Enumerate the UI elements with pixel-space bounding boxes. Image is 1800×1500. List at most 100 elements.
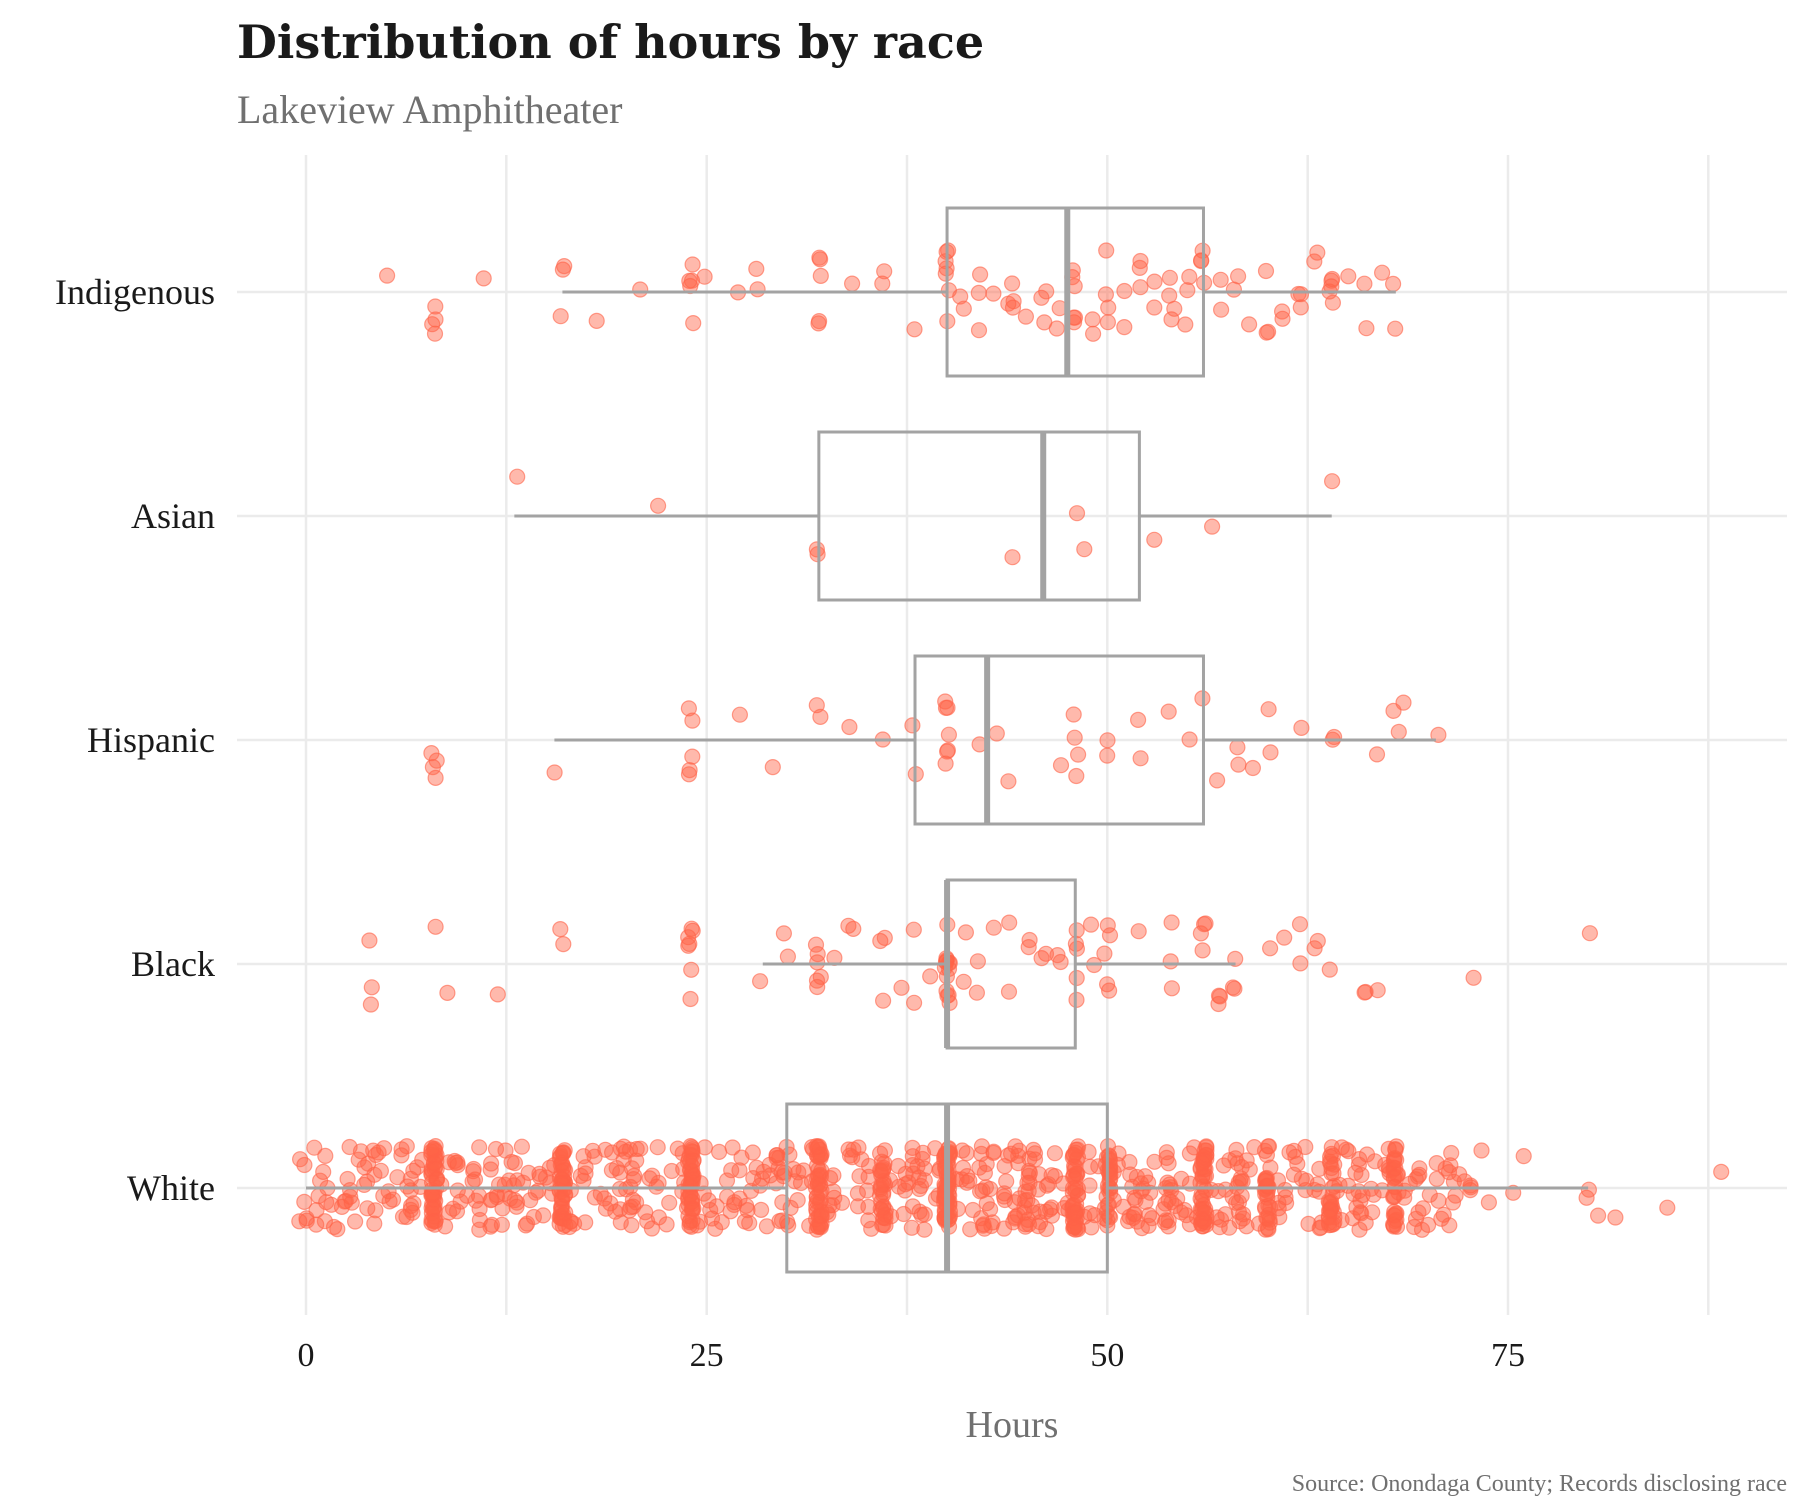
point-white-900 [1224, 1189, 1241, 1206]
point-asian-7 [1146, 531, 1163, 548]
point-white-948 [1269, 1172, 1287, 1189]
point-white-349 [713, 1213, 730, 1231]
point-white-999 [1320, 1209, 1338, 1226]
point-white-606 [954, 1142, 971, 1159]
point-indigenous-75 [1181, 268, 1198, 285]
point-white-2 [296, 1193, 313, 1211]
x-tick-label-3: 75 [1491, 1337, 1525, 1374]
point-black-15 [751, 973, 769, 990]
point-white-738 [1081, 1177, 1098, 1194]
point-black-69 [1098, 976, 1116, 993]
point-indigenous-12 [681, 272, 698, 289]
point-black-73 [1130, 923, 1147, 940]
point-white-675 [1026, 1145, 1044, 1162]
point-white-274 [649, 1139, 666, 1156]
point-indigenous-106 [1384, 275, 1402, 292]
point-black-51 [968, 984, 986, 1001]
point-white-365 [744, 1144, 761, 1161]
point-black-21 [809, 978, 826, 996]
point-white-1021 [1347, 1164, 1364, 1181]
point-white-230 [562, 1213, 579, 1231]
point-white-533 [916, 1172, 933, 1189]
point-black-66 [1082, 916, 1100, 933]
category-label-hispanic: Hispanic [87, 720, 215, 760]
point-black-52 [985, 919, 1002, 936]
point-black-89 [1292, 955, 1309, 972]
point-white-600 [949, 1200, 966, 1218]
point-white-34 [367, 1146, 384, 1164]
point-white-880 [1208, 1209, 1225, 1226]
points-layer [291, 242, 1730, 1238]
point-white-318 [683, 1157, 701, 1175]
point-hispanic-33 [1099, 747, 1116, 764]
point-black-93 [1321, 961, 1338, 978]
point-indigenous-68 [1132, 279, 1149, 296]
point-white-794 [1122, 1166, 1139, 1183]
point-hispanic-31 [1066, 729, 1083, 746]
point-black-20 [809, 954, 826, 971]
point-white-62 [405, 1162, 422, 1179]
point-white-269 [626, 1167, 643, 1184]
point-white-1071 [1396, 1189, 1413, 1206]
point-black-23 [809, 945, 826, 963]
point-white-139 [482, 1161, 499, 1178]
point-white-31 [342, 1181, 359, 1199]
x-tick-label-0: 0 [298, 1337, 315, 1374]
point-white-364 [752, 1201, 770, 1219]
point-indigenous-77 [1177, 316, 1194, 333]
point-white-175 [531, 1165, 548, 1183]
point-black-14 [682, 990, 699, 1008]
point-white-167 [517, 1217, 534, 1234]
point-white-943 [1257, 1221, 1274, 1238]
box-indigenous [945, 206, 1205, 378]
point-white-268 [624, 1191, 642, 1208]
point-white-1086 [1440, 1163, 1458, 1181]
point-indigenous-1 [426, 325, 444, 342]
point-white-284 [658, 1216, 675, 1233]
point-white-444 [813, 1182, 830, 1199]
point-asian-5 [1068, 505, 1086, 522]
point-hispanic-10 [731, 706, 749, 723]
point-white-334 [684, 1200, 701, 1217]
point-white-46 [384, 1191, 402, 1208]
point-white-11 [317, 1147, 334, 1165]
point-white-106 [425, 1141, 443, 1159]
point-hispanic-48 [1325, 728, 1343, 746]
point-white-54 [393, 1147, 410, 1164]
point-white-117 [437, 1218, 454, 1235]
point-white-685 [1043, 1167, 1060, 1184]
category-label-white: White [127, 1168, 215, 1208]
point-white-886 [1203, 1181, 1220, 1199]
point-white-743 [1081, 1205, 1098, 1222]
point-hispanic-34 [1099, 732, 1116, 749]
point-white-1072 [1414, 1200, 1432, 1217]
point-indigenous-88 [1257, 262, 1275, 280]
point-black-90 [1291, 916, 1309, 933]
point-asian-6 [1076, 541, 1093, 558]
point-black-12 [680, 937, 697, 954]
point-white-391 [768, 1149, 785, 1167]
point-white-455 [818, 1204, 836, 1221]
point-indigenous-61 [1098, 242, 1115, 259]
point-indigenous-86 [1240, 316, 1258, 333]
point-white-38 [366, 1215, 383, 1232]
point-white-679 [1030, 1217, 1047, 1235]
point-white-798 [1137, 1168, 1154, 1185]
category-label-indigenous: Indigenous [55, 272, 215, 312]
point-black-6 [555, 935, 572, 953]
point-black-31 [905, 994, 923, 1011]
point-white-29 [352, 1143, 370, 1160]
point-white-13 [315, 1163, 332, 1181]
point-indigenous-41 [985, 285, 1002, 302]
point-white-153 [508, 1194, 526, 1211]
point-white-955 [1287, 1148, 1304, 1166]
point-indigenous-60 [1099, 314, 1117, 331]
point-indigenous-22 [810, 313, 828, 330]
point-white-967 [1306, 1181, 1323, 1199]
point-hispanic-40 [1208, 772, 1226, 789]
point-white-3 [306, 1139, 323, 1156]
point-white-216 [553, 1154, 571, 1171]
point-white-342 [696, 1139, 714, 1156]
point-black-76 [1163, 914, 1180, 931]
point-hispanic-41 [1229, 739, 1246, 756]
